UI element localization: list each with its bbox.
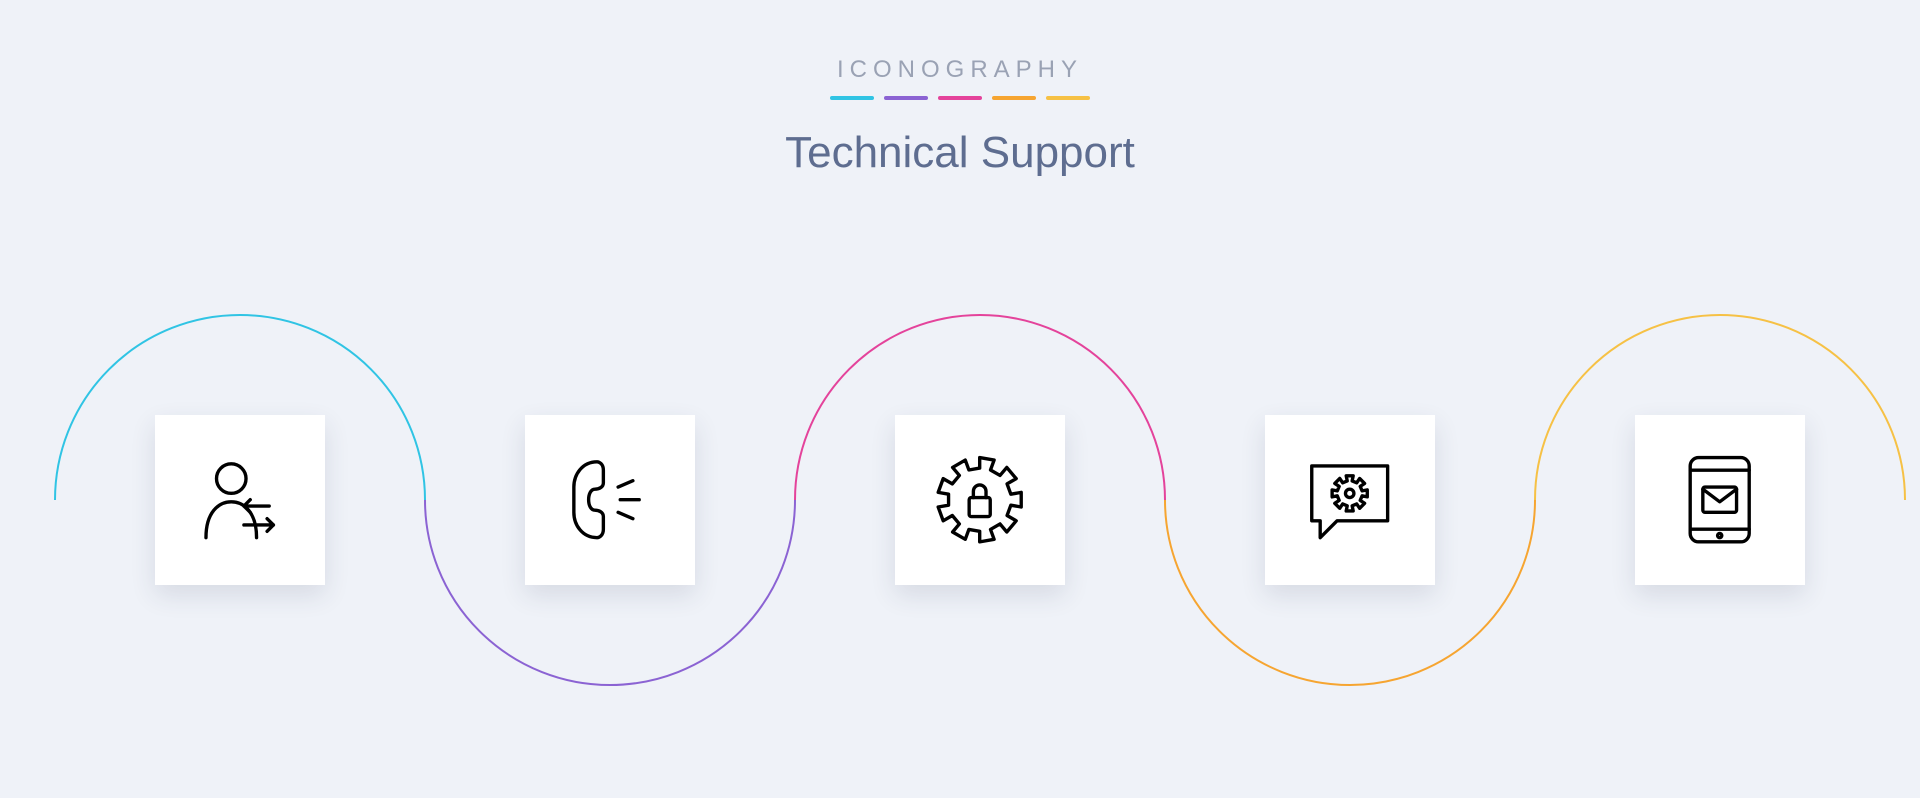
phone-ringing-tile xyxy=(525,415,695,585)
underline-segment xyxy=(884,96,928,100)
brand-text: ICONOGRAPHY xyxy=(0,56,1920,84)
tablet-mail-tile xyxy=(1635,415,1805,585)
underline-segment xyxy=(992,96,1036,100)
brand-underline xyxy=(0,96,1920,100)
underline-segment xyxy=(1046,96,1090,100)
header: ICONOGRAPHY Technical Support xyxy=(0,56,1920,178)
tablet-mail-icon xyxy=(1667,447,1772,552)
canvas: ICONOGRAPHY Technical Support xyxy=(0,0,1920,798)
user-transfer-icon xyxy=(187,447,292,552)
gear-lock-tile xyxy=(895,415,1065,585)
phone-ringing-icon xyxy=(557,447,662,552)
page-title: Technical Support xyxy=(0,128,1920,178)
chat-gear-tile xyxy=(1265,415,1435,585)
gear-lock-icon xyxy=(927,447,1032,552)
underline-segment xyxy=(830,96,874,100)
user-transfer-tile xyxy=(155,415,325,585)
underline-segment xyxy=(938,96,982,100)
chat-gear-icon xyxy=(1297,447,1402,552)
